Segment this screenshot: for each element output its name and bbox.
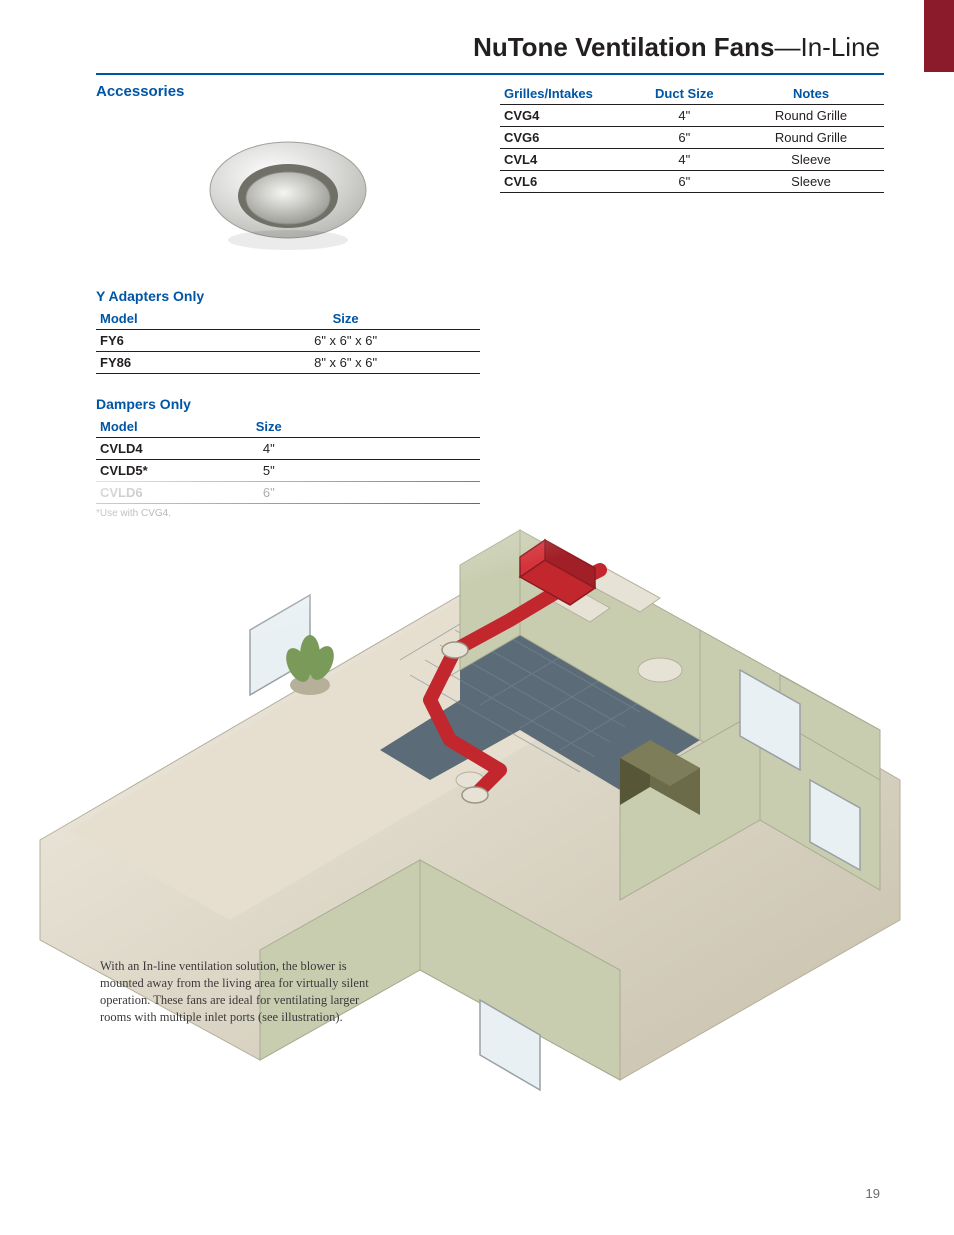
cell-size: 6" <box>631 171 739 193</box>
y-adapters-table: Model Size FY6 6" x 6" x 6" FY86 8" x 6"… <box>96 308 480 374</box>
cell-model: FY86 <box>96 352 211 374</box>
cell-size: 6" <box>211 482 326 504</box>
cell-size: 4" <box>631 149 739 171</box>
page-content: NuTone Ventilation Fans—In-Line Accessor… <box>96 32 884 541</box>
dampers-section: Dampers Only Model Size CVLD4 4" <box>96 396 480 519</box>
cell-model: CVL6 <box>500 171 631 193</box>
cell-note: Round Grille <box>738 127 884 149</box>
th-grilles: Grilles/Intakes <box>500 83 631 105</box>
table-row: FY6 6" x 6" x 6" <box>96 330 480 352</box>
table-row: CVL6 6" Sleeve <box>500 171 884 193</box>
corner-tab <box>924 0 954 72</box>
cell-model: CVLD4 <box>96 438 211 460</box>
cell-size: 4" <box>211 438 326 460</box>
th-blank <box>326 416 480 438</box>
cell-model: CVG4 <box>500 105 631 127</box>
right-column: Grilles/Intakes Duct Size Notes CVG4 4" … <box>500 83 884 541</box>
table-row: FY86 8" x 6" x 6" <box>96 352 480 374</box>
columns: Accessories <box>96 83 884 541</box>
cell-model: CVLD6 <box>96 482 211 504</box>
th-model: Model <box>96 416 211 438</box>
th-size: Size <box>211 308 480 330</box>
table-row: CVLD6 6" <box>96 482 480 504</box>
cell-size: 4" <box>631 105 739 127</box>
page-number: 19 <box>866 1186 880 1201</box>
accessories-heading: Accessories <box>96 83 480 100</box>
cell-size: 5" <box>211 460 326 482</box>
th-model: Model <box>96 308 211 330</box>
grille-product-image <box>193 108 383 278</box>
cell-model: FY6 <box>96 330 211 352</box>
table-row: CVLD5* 5" <box>96 460 480 482</box>
left-column: Accessories <box>96 83 480 541</box>
cell-model: CVL4 <box>500 149 631 171</box>
cell-size: 6" x 6" x 6" <box>211 330 480 352</box>
cell-note: Round Grille <box>738 105 884 127</box>
grilles-table: Grilles/Intakes Duct Size Notes CVG4 4" … <box>500 83 884 193</box>
cell-size: 8" x 6" x 6" <box>211 352 480 374</box>
cell-model: CVG6 <box>500 127 631 149</box>
cell-note: Sleeve <box>738 149 884 171</box>
table-row: CVG4 4" Round Grille <box>500 105 884 127</box>
dampers-footnote: *Use with CVG4. <box>96 508 480 519</box>
title-suffix: —In-Line <box>775 32 881 62</box>
th-size: Size <box>211 416 326 438</box>
th-notes: Notes <box>738 83 884 105</box>
table-row: CVLD4 4" <box>96 438 480 460</box>
y-adapters-section: Y Adapters Only Model Size FY6 6" x 6" x… <box>96 288 480 374</box>
table-row: CVL4 4" Sleeve <box>500 149 884 171</box>
page-title: NuTone Ventilation Fans—In-Line <box>96 32 884 69</box>
dampers-table: Model Size CVLD4 4" CVLD5* <box>96 416 480 504</box>
table-row: CVG6 6" Round Grille <box>500 127 884 149</box>
dampers-heading: Dampers Only <box>96 396 480 412</box>
cell-note: Sleeve <box>738 171 884 193</box>
cell-model: CVLD5* <box>96 460 211 482</box>
title-rule <box>96 73 884 75</box>
cell-size: 6" <box>631 127 739 149</box>
title-bold: NuTone Ventilation Fans <box>473 32 774 62</box>
illustration-caption: With an In-line ventilation solution, th… <box>100 958 380 1026</box>
y-adapters-heading: Y Adapters Only <box>96 288 480 304</box>
th-duct: Duct Size <box>631 83 739 105</box>
